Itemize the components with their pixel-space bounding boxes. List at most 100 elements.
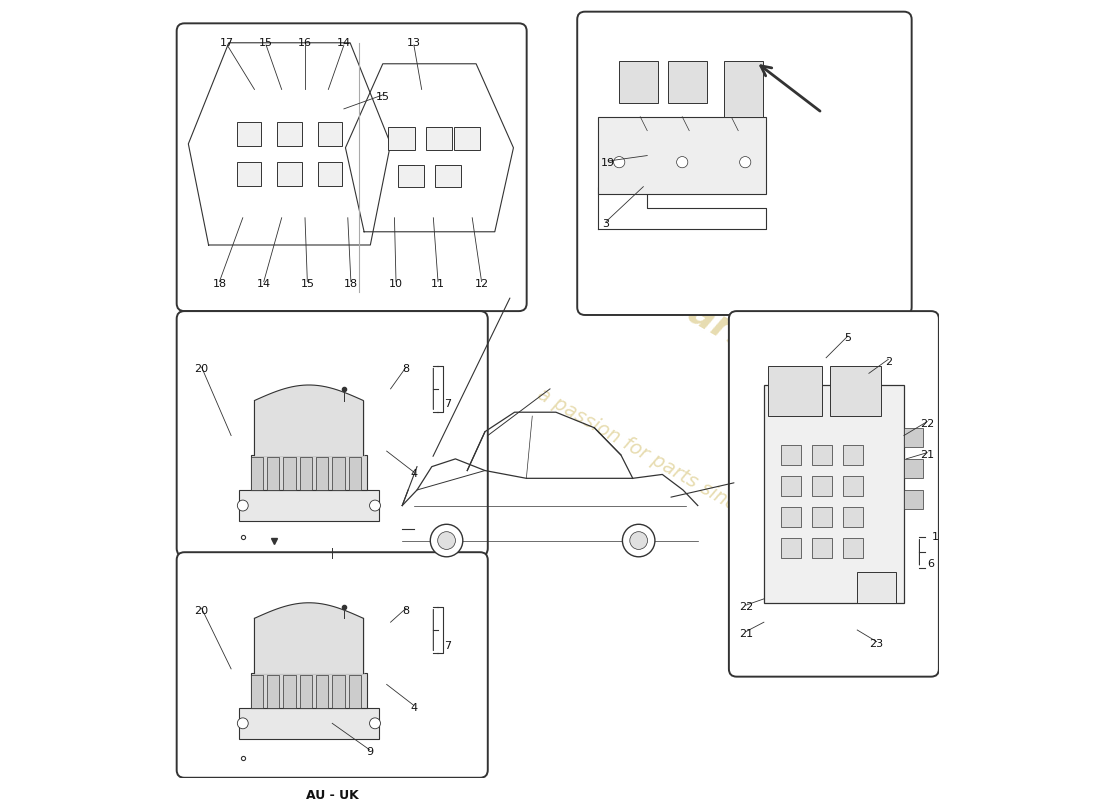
Circle shape [739, 157, 751, 168]
Text: 15: 15 [376, 92, 389, 102]
Text: 6: 6 [927, 559, 935, 569]
Bar [277, 162, 301, 186]
Circle shape [623, 524, 654, 557]
Bar [812, 507, 833, 527]
Text: 18: 18 [344, 279, 358, 289]
Text: 15: 15 [260, 38, 273, 48]
Text: 3: 3 [603, 219, 609, 229]
Bar [844, 538, 864, 558]
Bar [254, 618, 363, 673]
Text: 14: 14 [256, 279, 271, 289]
Bar [236, 122, 261, 146]
Circle shape [370, 500, 381, 511]
Bar [781, 538, 801, 558]
Bar [299, 675, 312, 708]
Text: 5: 5 [845, 334, 851, 343]
Text: a passion for parts since 1985: a passion for parts since 1985 [535, 385, 799, 549]
Text: 18: 18 [212, 279, 227, 289]
Bar [251, 455, 367, 490]
Bar [844, 507, 864, 527]
Bar [904, 428, 923, 447]
Text: 21: 21 [739, 629, 754, 639]
Bar [668, 61, 706, 102]
Bar [453, 127, 480, 150]
Text: 21: 21 [921, 450, 934, 460]
Bar [844, 445, 864, 465]
Bar [239, 490, 378, 521]
Bar [251, 458, 263, 490]
Bar [239, 708, 378, 739]
Text: 7: 7 [443, 641, 451, 650]
Text: 20: 20 [195, 365, 209, 374]
Bar [316, 458, 328, 490]
Text: 14: 14 [337, 38, 351, 48]
Bar [236, 162, 261, 186]
Bar [267, 458, 279, 490]
Bar [812, 538, 833, 558]
Circle shape [614, 157, 625, 168]
Bar [768, 366, 822, 416]
Bar [251, 675, 263, 708]
Bar [267, 675, 279, 708]
Bar [426, 127, 452, 150]
Text: 1: 1 [932, 532, 938, 542]
Bar [254, 401, 363, 455]
Text: 10: 10 [389, 279, 403, 289]
Text: 19: 19 [602, 158, 615, 168]
Bar [763, 385, 904, 602]
Text: 22: 22 [739, 602, 754, 612]
Text: 16: 16 [298, 38, 312, 48]
Bar [318, 162, 342, 186]
Bar [904, 490, 923, 510]
Bar [316, 675, 328, 708]
Bar [812, 476, 833, 496]
Text: 11: 11 [431, 279, 446, 289]
FancyBboxPatch shape [578, 12, 912, 315]
Text: 12: 12 [474, 279, 488, 289]
FancyBboxPatch shape [729, 311, 939, 677]
Circle shape [370, 718, 381, 729]
Text: 15: 15 [300, 279, 315, 289]
FancyBboxPatch shape [177, 552, 487, 778]
Bar [283, 675, 296, 708]
Bar [781, 445, 801, 465]
Bar [332, 458, 344, 490]
Text: eurocarspares: eurocarspares [575, 232, 867, 422]
Text: 9: 9 [366, 747, 373, 757]
Circle shape [630, 532, 648, 550]
Bar [299, 458, 312, 490]
Bar [434, 165, 461, 187]
Bar [619, 61, 658, 102]
Circle shape [676, 157, 688, 168]
Text: 2: 2 [884, 357, 892, 366]
Bar [598, 117, 767, 194]
Bar [724, 61, 762, 117]
Bar [349, 675, 361, 708]
Bar [844, 476, 864, 496]
Text: 20: 20 [195, 606, 209, 615]
Bar [857, 572, 896, 602]
Bar [251, 673, 367, 708]
Text: 4: 4 [410, 470, 418, 479]
FancyBboxPatch shape [177, 311, 487, 556]
Text: 23: 23 [870, 639, 883, 649]
Bar [332, 675, 344, 708]
Text: 4: 4 [410, 702, 418, 713]
Bar [283, 458, 296, 490]
Bar [812, 445, 833, 465]
Text: 13: 13 [407, 38, 421, 48]
Text: 22: 22 [920, 419, 934, 429]
Bar [318, 122, 342, 146]
Bar [830, 366, 880, 416]
Bar [388, 127, 415, 150]
Bar [781, 507, 801, 527]
Text: 7: 7 [443, 399, 451, 410]
Bar [277, 122, 301, 146]
Text: AU - UK: AU - UK [306, 790, 359, 800]
Circle shape [438, 532, 455, 550]
Circle shape [238, 718, 249, 729]
Text: 8: 8 [403, 606, 409, 615]
Text: 8: 8 [403, 365, 409, 374]
Circle shape [238, 500, 249, 511]
Bar [349, 458, 361, 490]
